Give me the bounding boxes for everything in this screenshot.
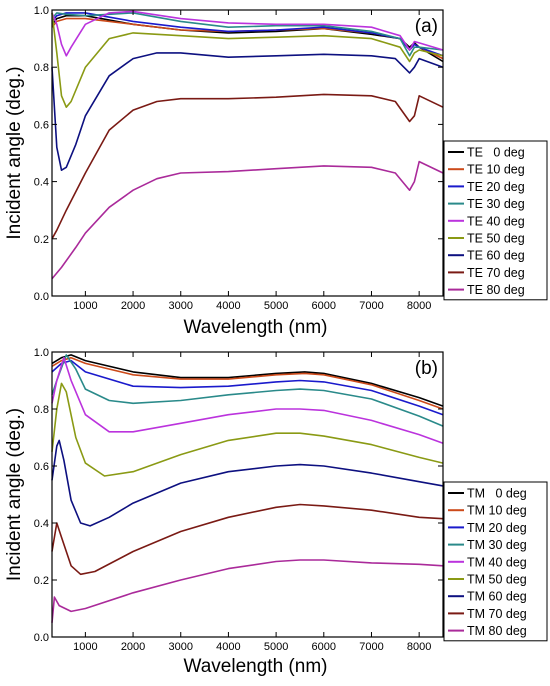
y-tick-label-1-4: 0.8: [34, 404, 49, 416]
legend-label-0-8: TE 80 deg: [467, 283, 525, 297]
x-axis-title-0: Wavelength (nm): [184, 317, 328, 338]
y-tick-label-0-3: 0.6: [34, 119, 49, 131]
series-line-1-5: [51, 382, 444, 477]
y-tick-label-1-5: 1.0: [34, 347, 49, 359]
x-tick-label-1-6: 7000: [359, 641, 383, 653]
legend-label-0-4: TE 40 deg: [467, 214, 525, 228]
x-tick-label-0-6: 7000: [359, 300, 383, 312]
x-tick-label-0-3: 4000: [216, 300, 240, 312]
legend-label-0-0: TE 0 deg: [467, 146, 525, 160]
x-tick-label-0-2: 3000: [169, 300, 193, 312]
series-line-1-3: [51, 354, 444, 427]
legend-label-0-6: TE 60 deg: [467, 249, 525, 263]
y-axis-title-1: Incident angle (deg.): [4, 408, 25, 581]
x-tick-label-1-4: 5000: [264, 641, 288, 653]
y-tick-label-1-2: 0.4: [34, 518, 49, 530]
series-line-0-3: [51, 12, 444, 57]
y-tick-label-0-0: 0.0: [34, 291, 49, 303]
series-line-1-6: [51, 439, 444, 527]
legend-label-1-6: TM 60 deg: [467, 590, 527, 604]
x-tick-label-1-2: 3000: [169, 641, 193, 653]
legend-label-1-3: TM 30 deg: [467, 538, 527, 552]
series-line-0-8: [51, 160, 444, 280]
x-tick-label-0-5: 6000: [312, 300, 336, 312]
legend-label-1-8: TM 80 deg: [467, 624, 527, 638]
x-tick-label-0-4: 5000: [264, 300, 288, 312]
y-tick-label-1-1: 0.2: [34, 575, 49, 587]
x-tick-label-0-1: 2000: [121, 300, 145, 312]
y-tick-label-0-1: 0.2: [34, 234, 49, 246]
legend-label-0-5: TE 50 deg: [467, 232, 525, 246]
legend-label-0-3: TE 30 deg: [467, 197, 525, 211]
legend-label-1-1: TM 10 deg: [467, 504, 527, 518]
plot-frame-1: [51, 351, 444, 638]
legend-label-1-4: TM 40 deg: [467, 555, 527, 569]
legend-label-1-2: TM 20 deg: [467, 521, 527, 535]
series-line-1-4: [51, 356, 444, 444]
legend-label-0-7: TE 70 deg: [467, 266, 525, 280]
legend-label-0-1: TE 10 deg: [467, 163, 525, 177]
panel-label-1: (b): [415, 358, 438, 379]
series-line-0-5: [51, 12, 444, 108]
y-axis-title-0: Incident angle (deg.): [4, 66, 25, 239]
x-axis-title-1: Wavelength (nm): [184, 656, 328, 677]
series-line-1-2: [51, 359, 444, 416]
series-line-0-6: [51, 52, 444, 171]
x-tick-label-1-3: 4000: [216, 641, 240, 653]
x-tick-label-1-5: 6000: [312, 641, 336, 653]
y-tick-label-1-3: 0.6: [34, 461, 49, 473]
x-tick-label-1-7: 8000: [407, 641, 431, 653]
series-line-1-7: [51, 503, 444, 576]
legend-label-1-5: TM 50 deg: [467, 573, 527, 587]
legend-label-1-0: TM 0 deg: [467, 487, 527, 501]
panel-label-0: (a): [415, 16, 438, 37]
legend-label-0-2: TE 20 deg: [467, 180, 525, 194]
x-tick-label-1-0: 1000: [73, 641, 97, 653]
series-line-1-1: [51, 356, 444, 410]
plot-frame-0: [51, 9, 444, 297]
x-tick-label-0-7: 8000: [407, 300, 431, 312]
series-line-1-0: [51, 354, 444, 407]
y-tick-label-0-4: 0.8: [34, 62, 49, 74]
x-tick-label-0-0: 1000: [73, 300, 97, 312]
y-tick-label-0-5: 1.0: [34, 5, 49, 17]
series-line-0-7: [51, 93, 444, 240]
y-tick-label-1-0: 0.0: [34, 632, 49, 644]
series-line-0-4: [51, 10, 444, 57]
series-line-0-2: [51, 12, 444, 57]
legend-label-1-7: TM 70 deg: [467, 607, 527, 621]
series-line-1-8: [51, 559, 444, 623]
x-tick-label-1-1: 2000: [121, 641, 145, 653]
y-tick-label-0-2: 0.4: [34, 177, 49, 189]
